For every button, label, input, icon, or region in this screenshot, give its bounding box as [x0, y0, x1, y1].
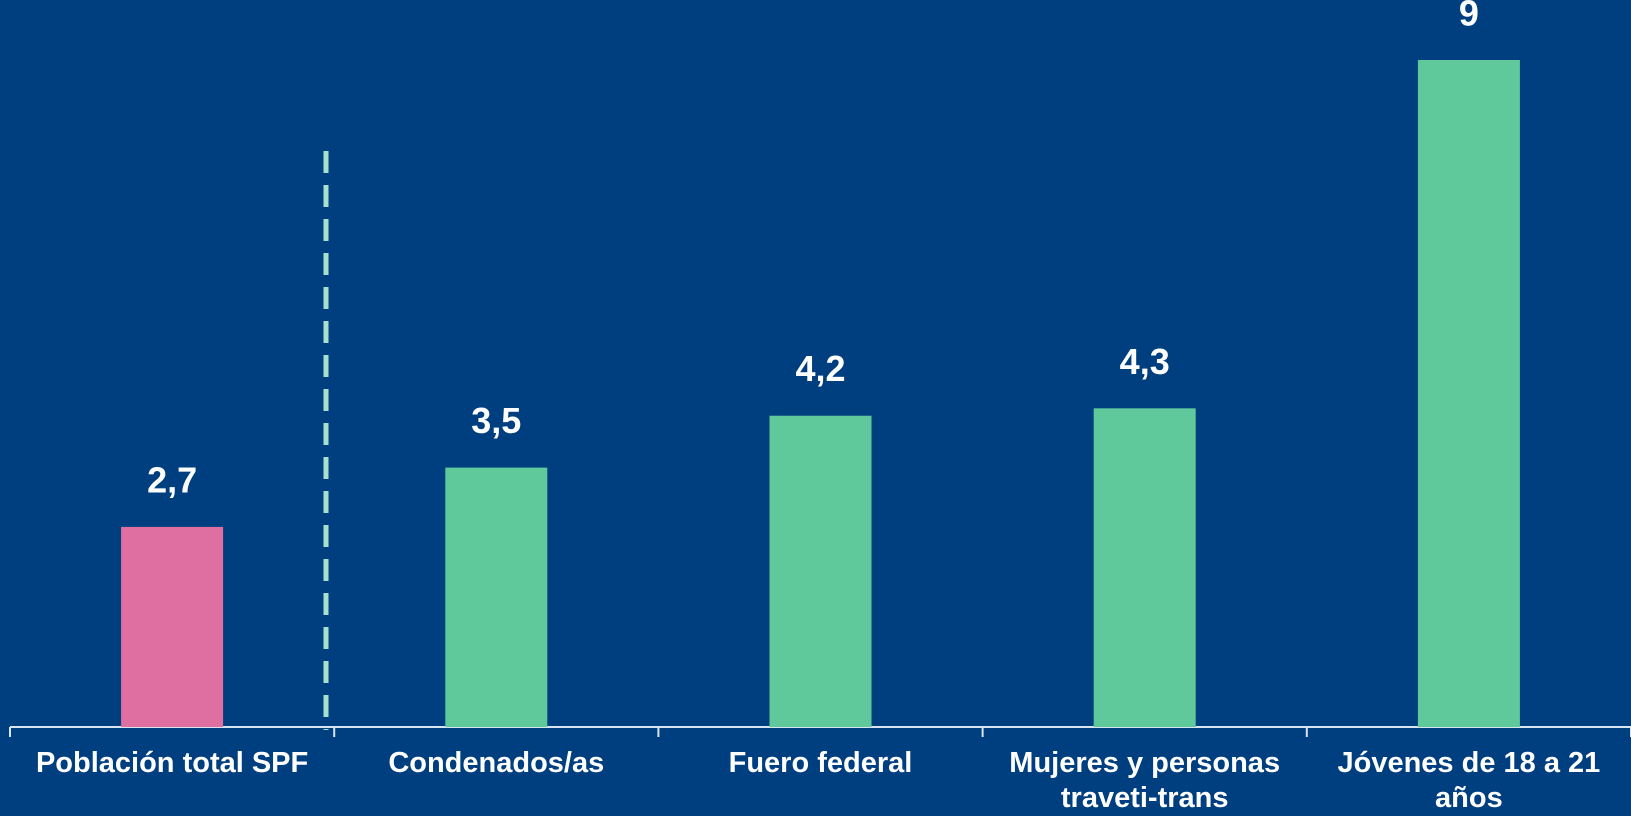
- category-label: Población total SPF: [35, 747, 309, 779]
- category-label: Fuero federal: [728, 747, 913, 779]
- category-label: Mujeres y personas traveti-trans: [1009, 747, 1281, 814]
- bar: [1417, 60, 1520, 727]
- bar: [121, 526, 224, 727]
- value-label: 4,3: [1120, 341, 1170, 382]
- value-label: 2,7: [147, 459, 197, 500]
- bar: [1093, 408, 1196, 727]
- value-label: 4,2: [795, 348, 845, 389]
- bar: [769, 415, 872, 727]
- value-label: 3,5: [471, 400, 521, 441]
- category-label: Condenados/as: [388, 747, 605, 779]
- value-label: 9: [1459, 0, 1479, 34]
- bar: [445, 467, 548, 727]
- category-label: Jóvenes de 18 a 21 años: [1337, 747, 1601, 814]
